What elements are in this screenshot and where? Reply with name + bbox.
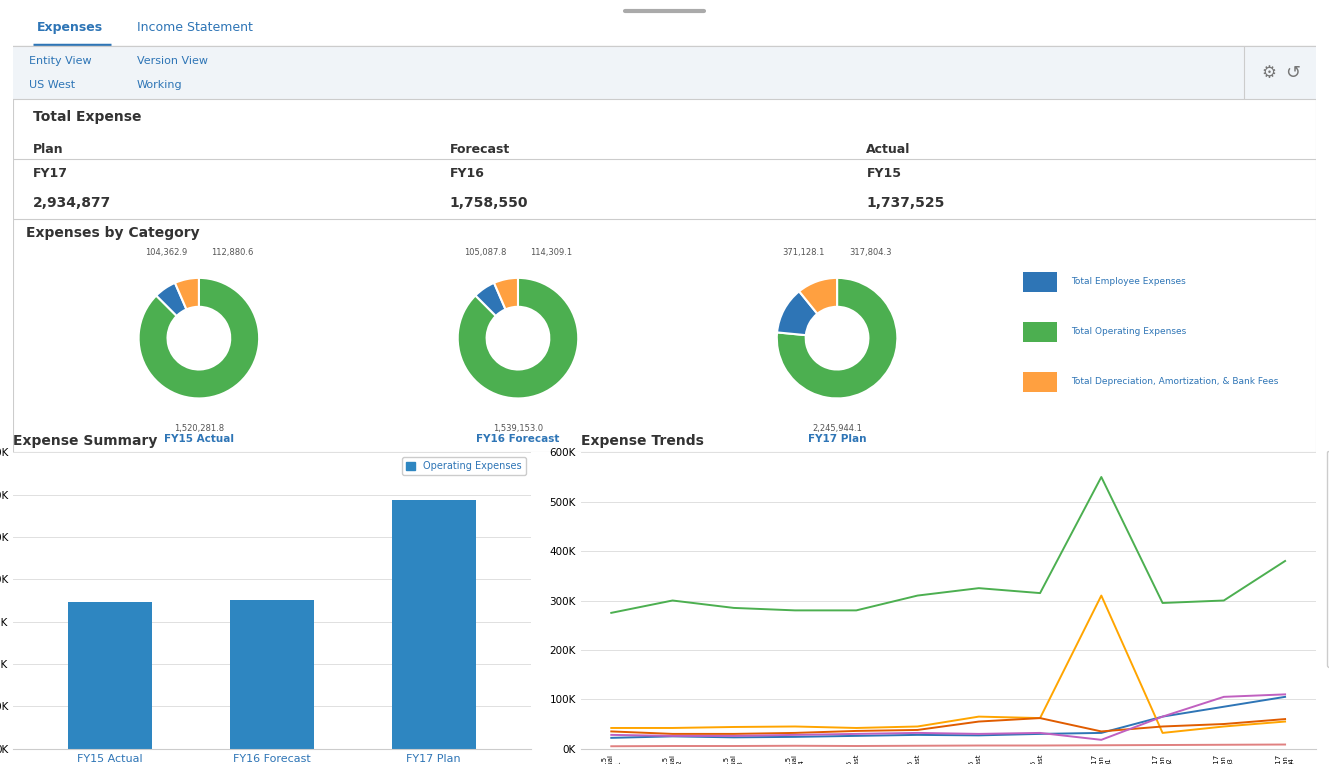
Text: Actual: Actual (867, 144, 910, 157)
Text: Version View: Version View (137, 56, 209, 66)
Text: FY15: FY15 (867, 167, 901, 180)
Text: Total Expense: Total Expense (33, 110, 141, 125)
Text: Expense Trends: Expense Trends (581, 435, 703, 448)
Bar (230, 600, 314, 749)
Text: Plan: Plan (33, 144, 64, 157)
Text: Expenses: Expenses (37, 21, 102, 34)
Legend: Operating Expenses: Operating Expenses (401, 457, 526, 475)
Text: 1,758,550: 1,758,550 (449, 196, 528, 209)
Bar (68, 601, 153, 749)
Bar (392, 500, 476, 749)
Text: FY16: FY16 (449, 167, 485, 180)
Text: US West: US West (29, 80, 74, 90)
Text: 1,737,525: 1,737,525 (867, 196, 945, 209)
Text: 2,934,877: 2,934,877 (33, 196, 112, 209)
Text: Income Statement: Income Statement (137, 21, 253, 34)
Text: ⚙: ⚙ (1261, 64, 1276, 82)
Text: ↺: ↺ (1285, 64, 1300, 82)
Text: Expense Summary: Expense Summary (13, 435, 158, 448)
Text: Forecast: Forecast (449, 144, 510, 157)
Legend: Total
Employee
Expenses, Total Office
Expenses, Total Facility
Services
Expenses: Total Employee Expenses, Total Office Ex… (1328, 451, 1329, 667)
Text: Entity View: Entity View (29, 56, 92, 66)
Text: Expenses by Category: Expenses by Category (27, 226, 199, 241)
Text: FY17: FY17 (33, 167, 68, 180)
Text: Working: Working (137, 80, 182, 90)
